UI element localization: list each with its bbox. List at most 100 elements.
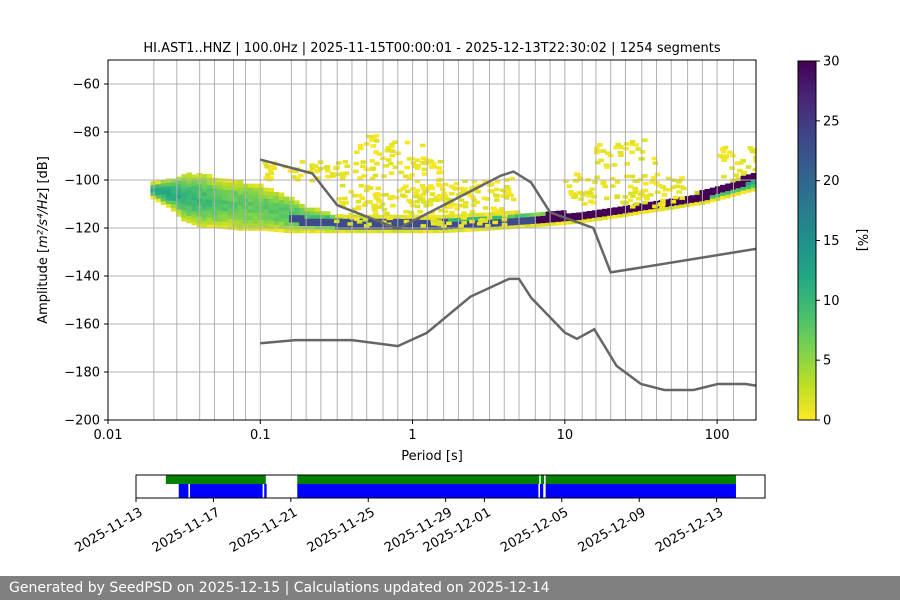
psd-cell [339,201,345,205]
psd-cell [227,186,233,191]
psd-cell [421,167,428,172]
psd-cell [324,218,331,223]
psd-cell [253,205,259,210]
psd-cell [392,165,399,170]
psd-cell [607,208,613,213]
psd-cell [319,214,326,219]
psd-cell [181,174,187,179]
psd-cell [309,207,316,212]
psd-cell [672,195,679,200]
psd-cell [720,149,727,154]
psd-cell [307,169,314,174]
psd-cell [650,176,657,180]
psd-cell [714,193,721,198]
psd-cell [694,194,700,199]
psd-cell [324,214,331,219]
psd-cell [604,165,610,169]
psd-cell [458,198,465,202]
psd-cell [594,175,600,180]
psd-cell [602,184,608,189]
psd-cell [304,214,310,219]
psd-cell [360,214,367,219]
psd-cell [422,229,428,234]
psd-cell [545,215,552,220]
psd-cell [309,178,316,183]
footer-text: Generated by SeedPSD on 2025-12-15 | Cal… [9,580,550,596]
psd-cell [376,152,383,156]
psd-cell [314,222,321,226]
psd-cell [389,153,396,158]
colorbar-tick-label: 25 [823,114,840,129]
psd-cell [155,187,162,192]
psd-cell [348,212,354,217]
psd-cell [612,210,618,215]
psd-cell [420,192,427,197]
psd-cell [253,201,259,206]
psd-cell [362,203,368,207]
psd-cell [396,222,403,226]
psd-cell [340,171,347,176]
psd-cell [457,203,464,208]
psd-cell [371,203,377,208]
psd-cell [429,198,436,203]
psd-cell [530,219,536,224]
psd-cell [729,166,735,170]
psd-cell [385,158,392,162]
psd-cell [403,174,409,179]
psd-cell [432,197,439,202]
colorbar-tick-label: 5 [823,354,831,369]
psd-cell [150,188,156,193]
psd-cell [268,202,275,207]
psd-cell [268,205,275,210]
psd-cell [475,189,481,194]
psd-cell [293,169,299,173]
psd-cell [258,198,264,202]
psd-cell [181,213,187,218]
y-axis-ticks: −60 −80 −100 −120 −140 −160 −180 −200 [64,78,108,429]
y-tick-label: −80 [73,126,100,141]
psd-cell [581,211,588,216]
psd-cell [253,223,259,228]
psd-cell [232,190,239,195]
colorbar-tick-label: 15 [823,234,840,249]
psd-cell [201,220,208,225]
psd-cell [170,189,177,194]
psd-cell [509,217,516,222]
psd-cell [253,187,259,192]
psd-cell [609,184,616,188]
psd-cell [186,179,192,184]
psd-cell [530,212,536,217]
psd-cell [571,216,577,221]
psd-cell [383,193,390,197]
psd-cell [749,149,756,154]
psd-cell [191,181,198,186]
psd-cell [506,191,512,195]
psd-cell [655,190,661,194]
psd-cell [227,207,233,212]
psd-cell [750,183,756,188]
psd-cell [299,160,306,164]
psd-cell [268,187,275,192]
psd-cell [304,222,310,226]
psd-cell [389,142,395,147]
psd-cell [273,227,280,232]
psd-cell [206,220,213,225]
psd-cell [355,222,362,226]
psd-cell [481,196,488,201]
psd-cell [278,203,285,208]
psd-cell [160,179,167,184]
psd-cell [494,215,500,220]
coverage-timeline [165,475,736,498]
psd-cell [448,184,455,189]
psd-cell [420,186,427,191]
coverage-blue-span [264,484,267,498]
psd-cell [324,229,331,234]
psd-cell [309,222,316,226]
psd-cell [404,165,410,170]
psd-cell [600,149,607,153]
psd-cell [596,213,603,218]
psd-cell [206,181,213,186]
psd-cell [421,160,428,165]
psd-cell [581,202,588,206]
psd-cell [560,213,567,218]
